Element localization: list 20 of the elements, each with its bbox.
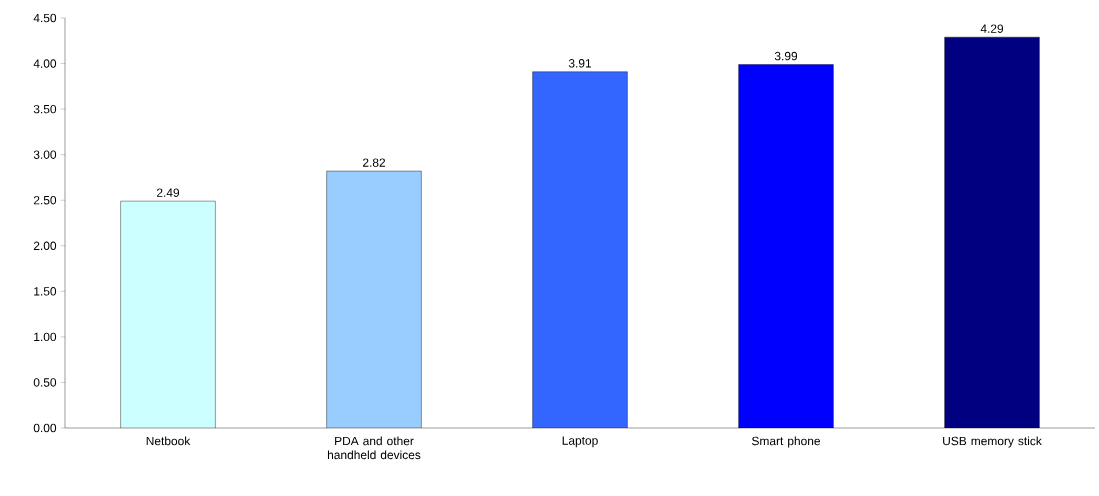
data-label: 2.82 — [362, 158, 386, 167]
data-label: 4.29 — [980, 24, 1004, 33]
y-tick-label: 0.50 — [33, 378, 57, 387]
y-tick-label: 4.50 — [33, 13, 57, 23]
data-label: 3.91 — [568, 59, 592, 68]
x-tick-label: USB memory stick — [943, 436, 1042, 448]
y-tick-label: 3.00 — [33, 150, 57, 159]
data-label: 3.99 — [774, 51, 798, 61]
y-tick-label: 3.50 — [33, 104, 57, 114]
x-tick-label: Smart phone — [752, 436, 821, 448]
x-tick-label: PDA and other handheld devices — [327, 436, 421, 460]
x-tick-label: Laptop — [562, 436, 598, 448]
y-tick-label: 2.50 — [33, 195, 57, 205]
x-tick-label: Netbook — [146, 436, 191, 446]
y-tick-label: 0.00 — [33, 423, 57, 433]
data-label: 2.49 — [156, 188, 180, 197]
y-tick-label: 1.00 — [34, 332, 57, 342]
y-tick-label: 1.50 — [34, 287, 57, 296]
y-tick-label: 2.00 — [33, 241, 57, 250]
y-tick-label: 4.00 — [33, 59, 57, 68]
